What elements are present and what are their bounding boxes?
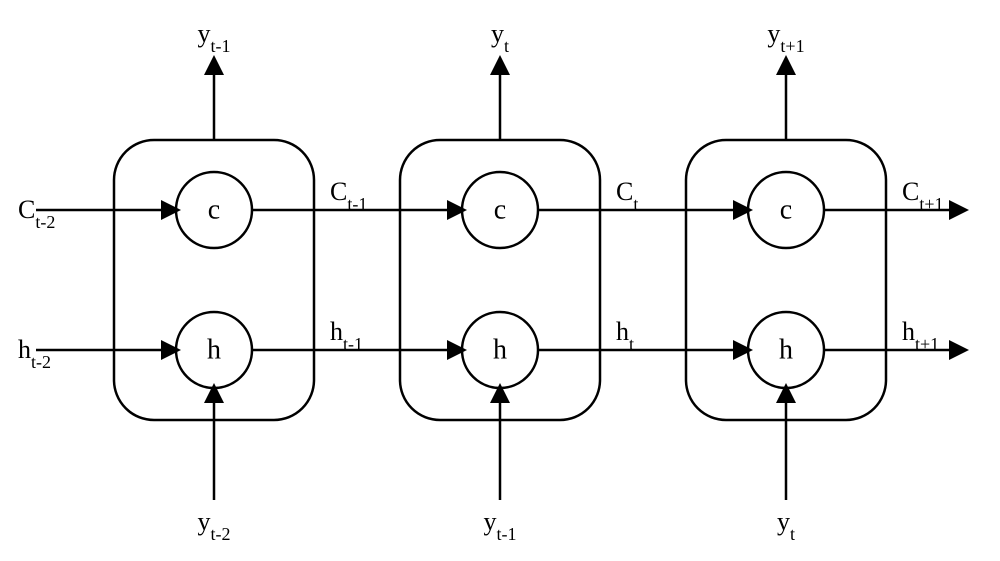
h-link-label-1: ht xyxy=(616,317,634,354)
y-output-label-1: yt xyxy=(491,19,509,56)
c-input-label: Ct-2 xyxy=(18,195,55,232)
lstm-cell-1 xyxy=(400,140,600,420)
h-link-label-0: ht-1 xyxy=(330,317,363,354)
lstm-unrolled-diagram: c h c h c h yt-1 yt yt+1 yt-2 yt-1 yt Ct-2 ht-2 Ct-1 ht… xyxy=(0,0,1000,561)
y-output-label-2: yt+1 xyxy=(767,19,804,56)
c-link-label-1: Ct xyxy=(616,177,638,214)
h-output-label: ht+1 xyxy=(902,317,939,354)
h-node-label-0: h xyxy=(207,334,221,365)
lstm-cell-0 xyxy=(114,140,314,420)
y-output-label-0: yt-1 xyxy=(198,19,231,56)
c-link-label-0: Ct-1 xyxy=(330,177,367,214)
lstm-cell-2 xyxy=(686,140,886,420)
y-input-label-0: yt-2 xyxy=(198,507,231,544)
y-input-label-2: yt xyxy=(777,507,795,544)
c-node-label-0: c xyxy=(208,194,220,225)
h-node-label-1: h xyxy=(493,334,507,365)
y-input-label-1: yt-1 xyxy=(484,507,517,544)
c-node-label-1: c xyxy=(494,194,506,225)
c-node-label-2: c xyxy=(780,194,792,225)
h-node-label-2: h xyxy=(779,334,793,365)
c-output-label: Ct+1 xyxy=(902,177,944,214)
h-input-label: ht-2 xyxy=(18,335,51,372)
